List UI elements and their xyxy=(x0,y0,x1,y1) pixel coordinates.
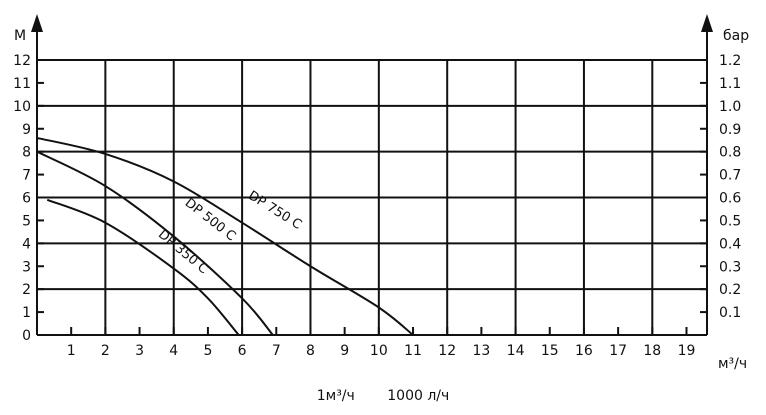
y2-tick-label: 1.1 xyxy=(719,76,741,92)
y-tick-label: 12 xyxy=(13,53,31,69)
y-tick-label: 5 xyxy=(22,213,31,229)
left-y-axis-arrow xyxy=(31,14,43,32)
y-tick-label: 1 xyxy=(22,305,31,321)
y2-tick-label: 0.6 xyxy=(719,191,741,207)
x-tick-label: 2 xyxy=(101,343,110,359)
x-tick-label: 19 xyxy=(678,343,696,359)
x-tick-label: 15 xyxy=(541,343,559,359)
y-tick-label: 3 xyxy=(22,259,31,275)
y-tick-label: 9 xyxy=(22,122,31,138)
x-tick-label: 7 xyxy=(272,343,281,359)
y-axis-title: М xyxy=(14,28,26,44)
x-tick-label: 18 xyxy=(643,343,661,359)
y2-tick-label: 0.5 xyxy=(719,213,741,229)
y-tick-label: 6 xyxy=(22,191,31,207)
y2-tick-label: 0.9 xyxy=(719,122,741,138)
series-label: DP 750 C xyxy=(245,188,304,233)
y2-tick-label: 1.2 xyxy=(719,53,741,69)
x-tick-label: 17 xyxy=(609,343,627,359)
y2-tick-label: 0.1 xyxy=(719,305,741,321)
pump-curve-chart: 01234567891011120.10.20.30.40.50.60.70.8… xyxy=(13,14,749,372)
x-tick-label: 3 xyxy=(135,343,144,359)
x-tick-label: 11 xyxy=(404,343,422,359)
y2-tick-label: 0.8 xyxy=(719,145,741,161)
x-tick-label: 14 xyxy=(507,343,525,359)
x-tick-label: 13 xyxy=(472,343,490,359)
grid xyxy=(37,59,707,335)
unit-note-left: 1м³/ч xyxy=(316,388,355,404)
x-tick-label: 4 xyxy=(169,343,178,359)
y-tick-label: 0 xyxy=(22,328,31,344)
y-tick-label: 8 xyxy=(22,145,31,161)
x-tick-label: 10 xyxy=(370,343,388,359)
right-y-axis-arrow xyxy=(701,14,713,32)
series-line xyxy=(46,198,240,336)
series-line xyxy=(36,150,274,336)
series: DP 350 CDP 500 C DP 750 C xyxy=(36,136,414,336)
series-label: DP 350 C xyxy=(155,227,211,277)
axes xyxy=(31,14,713,336)
y-tick-label: 11 xyxy=(13,76,31,92)
ticks: 01234567891011120.10.20.30.40.50.60.70.8… xyxy=(13,53,741,359)
unit-note-right: 1000 л/ч xyxy=(387,388,450,404)
y2-tick-label: 0.2 xyxy=(719,282,741,298)
y-tick-label: 10 xyxy=(13,99,31,115)
y-tick-label: 2 xyxy=(22,282,31,298)
x-tick-label: 9 xyxy=(340,343,349,359)
y2-tick-label: 0.3 xyxy=(719,259,741,275)
x-tick-label: 12 xyxy=(438,343,456,359)
x-tick-label: 16 xyxy=(575,343,593,359)
y-tick-label: 4 xyxy=(22,236,31,252)
y-tick-label: 7 xyxy=(22,168,31,184)
y2-tick-label: 0.7 xyxy=(719,168,741,184)
x-tick-label: 5 xyxy=(203,343,212,359)
y2-tick-label: 1.0 xyxy=(719,99,741,115)
y2-tick-label: 0.4 xyxy=(719,236,741,252)
unit-note: 1м³/ч 1000 л/ч xyxy=(0,388,766,404)
y2-axis-title: бар xyxy=(723,28,749,44)
x-tick-label: 6 xyxy=(238,343,247,359)
x-tick-label: 1 xyxy=(67,343,76,359)
x-axis-unit: м³/ч xyxy=(718,356,747,372)
series-line xyxy=(36,136,414,336)
x-tick-label: 8 xyxy=(306,343,315,359)
